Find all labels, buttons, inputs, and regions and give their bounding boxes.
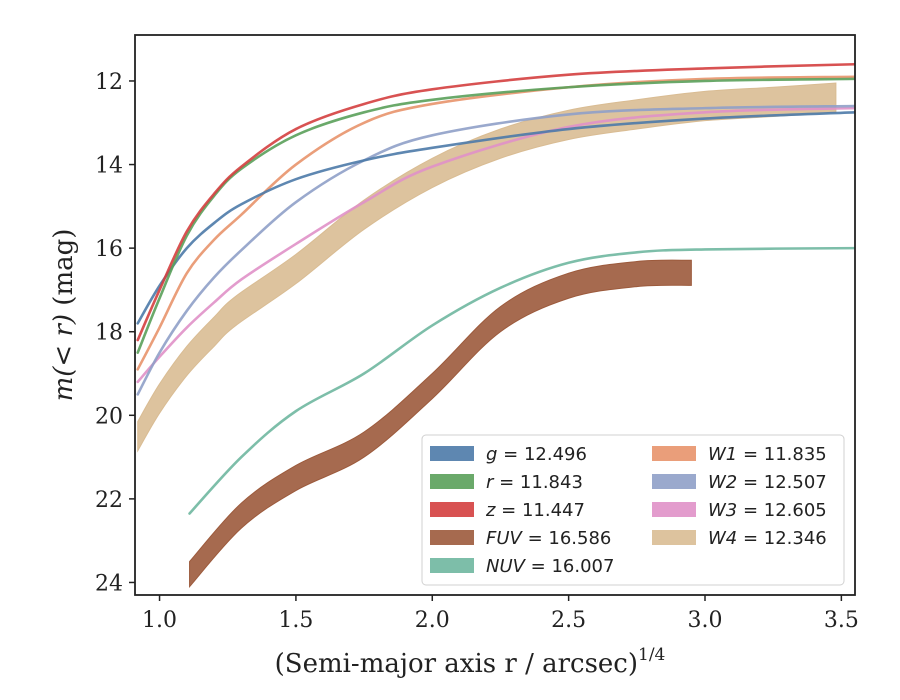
y-tick-label: 22: [95, 488, 123, 513]
legend: g = 12.496 r = 11.843 z = 11.447 FUV = 16.5…: [421, 434, 845, 586]
x-tick-label: 2.5: [551, 608, 586, 633]
y-tick-label: 14: [95, 154, 123, 179]
legend-label: W4 = 12.346: [708, 528, 827, 549]
x-axis-label: (Semi-major axis r / arcsec)1/4: [275, 645, 666, 679]
x-tick-label: 3.0: [688, 608, 723, 633]
legend-swatch: [652, 446, 696, 461]
legend-swatch: [652, 502, 696, 517]
legend-swatch: [652, 474, 696, 489]
x-tick-label: 2.0: [415, 608, 450, 633]
y-tick-label: 18: [95, 321, 123, 346]
x-tick-label: 1.5: [278, 608, 313, 633]
legend-swatch: [430, 446, 474, 461]
legend-label: W1 = 11.835: [708, 444, 827, 465]
legend-swatch: [652, 530, 696, 545]
x-axis-ticks: 1.0 1.5 2.0 2.5 3.0 3.5: [142, 595, 859, 633]
y-tick-label: 12: [95, 70, 123, 95]
series-1: [136, 77, 855, 354]
y-axis-ticks: 12 14 16 18 20 22 24: [95, 70, 135, 596]
series-4: [188, 246, 855, 515]
series-6: [136, 104, 855, 396]
series-8: [137, 82, 837, 453]
series-line: [136, 75, 855, 371]
y-tick-label: 16: [95, 237, 123, 262]
y-tick-label: 24: [95, 571, 123, 596]
legend-label: W3 = 12.605: [708, 500, 827, 521]
legend-label: z = 11.447: [485, 500, 585, 521]
plot-frame: [134, 34, 856, 596]
legend-swatch: [430, 558, 474, 573]
legend-label: g = 12.496: [486, 444, 587, 465]
series-line: [188, 246, 855, 515]
series-line: [136, 77, 855, 354]
series-line: [136, 106, 855, 384]
x-tick-label: 3.5: [824, 608, 859, 633]
legend-swatch: [430, 530, 474, 545]
series-0: [136, 111, 855, 325]
series-band: [137, 82, 837, 453]
series-7: [136, 106, 855, 384]
series-line: [136, 62, 855, 342]
series-band: [189, 259, 692, 588]
legend-label: FUV = 16.586: [486, 528, 611, 549]
series-3: [189, 259, 692, 588]
y-tick-label: 20: [95, 404, 123, 429]
legend-swatch: [430, 502, 474, 517]
legend-label: W2 = 12.507: [708, 472, 827, 493]
series-2: [136, 62, 855, 342]
legend-box: [421, 434, 845, 586]
legend-label: NUV = 16.007: [486, 556, 614, 577]
series-5: [136, 75, 855, 371]
series-layer: [136, 62, 855, 588]
series-line: [136, 111, 855, 325]
legend-label: r = 11.843: [486, 472, 583, 493]
y-axis-label: m(< r) (mag): [49, 229, 79, 402]
x-tick-label: 1.0: [142, 608, 177, 633]
legend-swatch: [430, 474, 474, 489]
series-line: [136, 104, 855, 396]
